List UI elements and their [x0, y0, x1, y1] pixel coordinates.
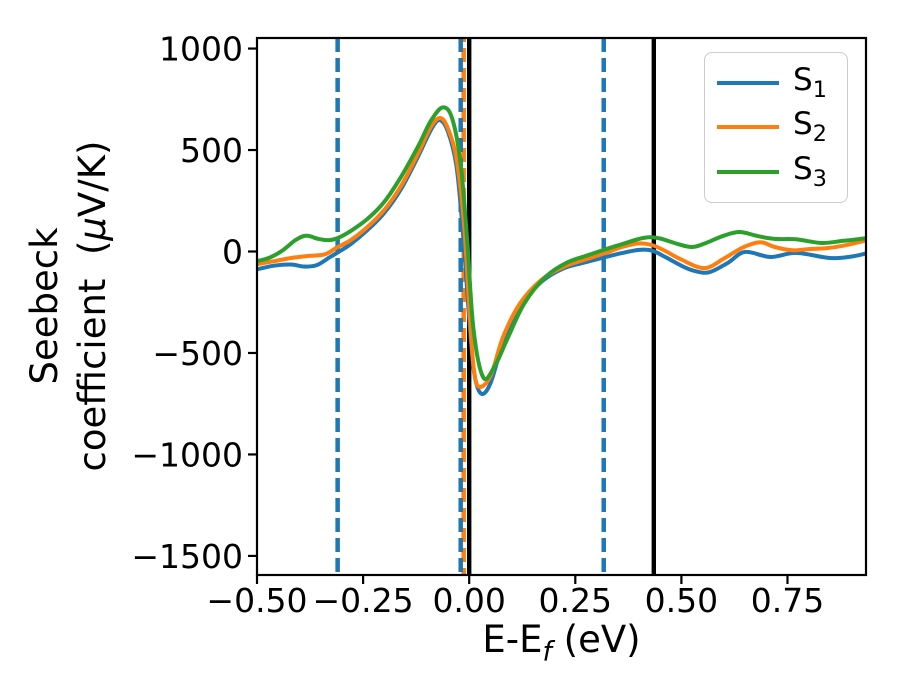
- x-tick-label: 0.75: [751, 581, 824, 620]
- curves: [257, 105, 866, 396]
- legend-label: S1: [793, 61, 827, 104]
- x-tick-label: 0.25: [539, 581, 612, 620]
- x-tick-label: 0.00: [432, 581, 505, 620]
- legend-line-sample: [717, 81, 779, 86]
- curve-s1: [257, 118, 866, 396]
- x-axis-label-subscript: f: [542, 636, 552, 668]
- y-tick-label: 1000: [159, 30, 243, 69]
- y-tick-label: −500: [152, 334, 243, 373]
- legend: S1 S2 S3: [704, 52, 848, 203]
- x-axis-label: E-Ef (eV): [482, 618, 641, 668]
- legend-label: S3: [793, 150, 827, 192]
- y-tick-label: 0: [222, 233, 243, 272]
- mu-symbol: μ: [71, 217, 114, 241]
- legend-entry-s1: S1: [717, 65, 835, 102]
- y-axis-label-line1: Seebeck: [23, 227, 66, 385]
- x-tick-label: −0.50: [206, 581, 307, 620]
- legend-line-sample: [717, 169, 779, 174]
- curve-s2: [257, 115, 866, 389]
- reference-lines: [335, 38, 657, 575]
- curve-s3: [257, 105, 866, 382]
- legend-entry-s2: S2: [717, 109, 835, 146]
- ticks: −0.50 −0.25 0.00 0.25 0.50 0.75 1000 500 0 −500 −1…: [131, 30, 824, 620]
- x-tick-label: −0.25: [313, 581, 414, 620]
- axes-spines: [255, 36, 868, 577]
- y-axis-label-line2: coefficient (μV/K): [71, 140, 114, 472]
- y-axis-label: Seebeck coefficient (μV/K): [21, 6, 117, 606]
- y-tick-label: −1000: [131, 435, 243, 474]
- legend-entry-s3: S3: [717, 150, 835, 192]
- legend-label: S2: [793, 106, 827, 148]
- y-tick-label: 500: [180, 131, 243, 170]
- y-tick-label: −1500: [131, 537, 243, 576]
- x-tick-label: 0.50: [645, 581, 718, 620]
- legend-line-sample: [717, 125, 779, 130]
